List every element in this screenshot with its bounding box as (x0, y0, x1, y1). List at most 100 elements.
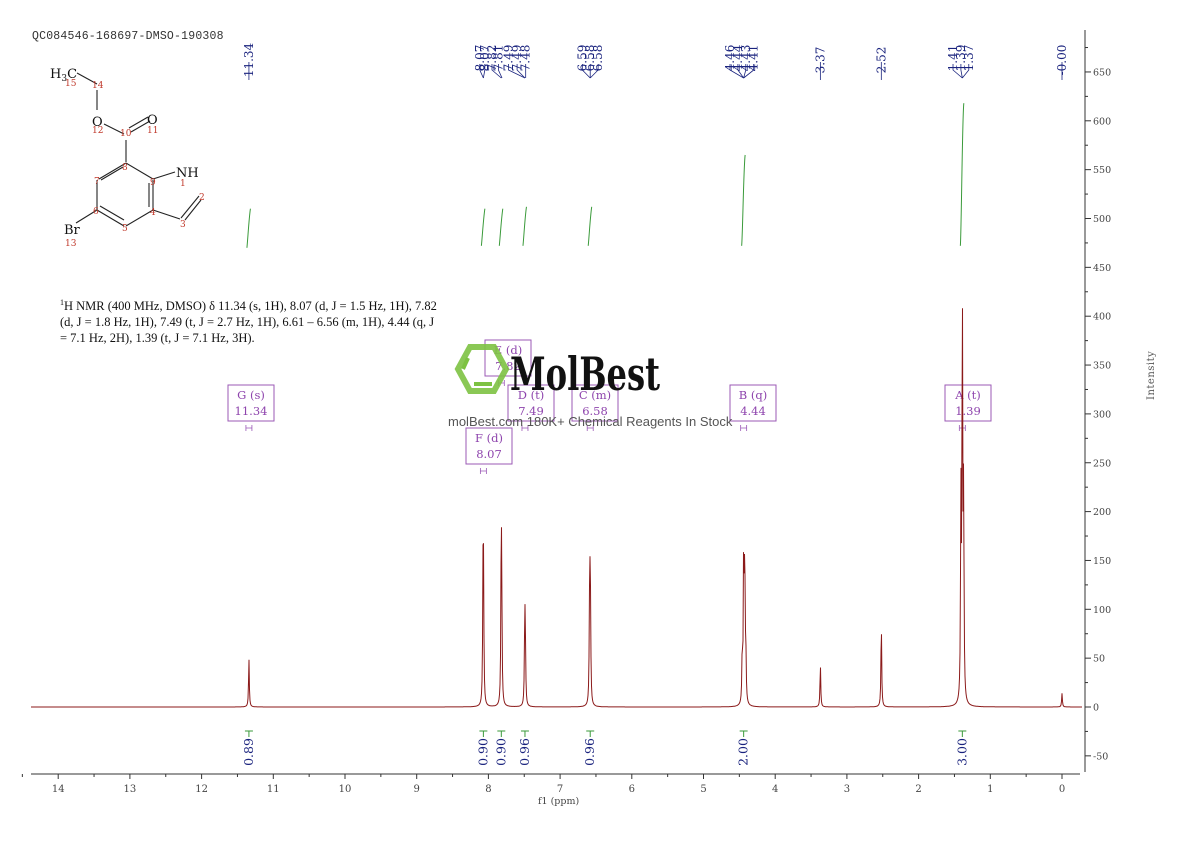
peak-shift-label: -0.00 (1055, 45, 1069, 76)
svg-text:5: 5 (122, 224, 128, 234)
multiplet-box (465, 427, 513, 465)
multiplet-shift: 11.34 (235, 404, 268, 418)
atom-nh: NH (176, 166, 199, 181)
atom-br: Br (64, 223, 81, 238)
multiplet-box (484, 339, 532, 377)
peak-shift-label: 7.49 (501, 45, 515, 72)
multiplet-box (227, 384, 275, 422)
peak-shift-label: 1.37 (962, 45, 976, 72)
x-tick-label: 5 (700, 784, 706, 795)
molbest-brand-text: MolBest (510, 347, 661, 399)
integral-curve (498, 208, 504, 246)
x-tick-label: 13 (124, 784, 137, 795)
x-tick-label: 4 (772, 784, 778, 795)
chemical-structure: H3C O O NH Br 15 14 12 10 11 8 9 1 7 2 6… (50, 67, 205, 249)
multiplet-id: A (t) (954, 388, 981, 402)
y-tick-label: 100 (1093, 605, 1111, 616)
multiplet-id: G (s) (237, 388, 265, 402)
y-tick-label: 600 (1093, 116, 1111, 127)
y-tick-label: 500 (1093, 214, 1111, 225)
y-tick-label: 450 (1093, 263, 1111, 274)
x-tick-label: 3 (844, 784, 850, 795)
svg-text:3: 3 (180, 220, 186, 230)
integral-value: 3.00 (954, 738, 969, 766)
integral-curve (959, 103, 965, 246)
integral-curve (480, 208, 486, 246)
multiplet-box (571, 384, 619, 422)
peak-shift-label: 4.46 (723, 45, 737, 72)
peak-shift-label: 1.39 (954, 45, 968, 72)
peak-shift-label: 1.41 (946, 45, 960, 72)
peak-shift-label: 8.07 (478, 45, 492, 72)
x-tick-label: 7 (557, 784, 563, 795)
multiplet-box (729, 384, 777, 422)
atom-o11: O (147, 113, 158, 128)
multiplet-shift: 8.07 (476, 447, 502, 461)
peak-shift-label: 3.37 (813, 47, 827, 74)
y-tick-label: -50 (1093, 751, 1108, 762)
peak-shift-label: 6.59 (575, 45, 589, 72)
spectrum-trace (31, 308, 1082, 708)
nmr-description-line-2: (d, J = 1.8 Hz, 1H), 7.49 (t, J = 2.7 Hz… (60, 315, 435, 330)
integral-curve (246, 208, 251, 248)
molbest-watermark: MolBest (452, 344, 672, 403)
svg-text:8: 8 (122, 163, 128, 173)
x-tick-label: 8 (485, 784, 491, 795)
peak-shift-label: 6.58 (591, 45, 605, 72)
x-tick-label: 0 (1059, 784, 1065, 795)
multiplet-box (507, 384, 555, 422)
atom-o12: O (92, 115, 103, 130)
x-tick-label: 2 (915, 784, 921, 795)
peak-shift-label: 4.41 (747, 45, 761, 72)
multiplet-id: B (q) (739, 388, 767, 402)
integral-value: 2.00 (736, 738, 751, 766)
svg-text:12: 12 (92, 126, 103, 136)
peak-shift-label: 7.82 (485, 45, 499, 72)
integral-value: 0.96 (517, 738, 532, 766)
peak-shift-label: 2.52 (874, 47, 888, 74)
peak-shift-label: 7.81 (491, 45, 505, 72)
multiplet-id: D (t) (518, 388, 544, 402)
multiplet-id: F (d) (475, 431, 503, 445)
y-axis-label: Intensity (1146, 350, 1157, 400)
peak-shift-label: 7.48 (519, 45, 533, 72)
svg-text:14: 14 (92, 81, 104, 91)
atom-h3c: H3C (50, 67, 77, 84)
x-tick-label: 12 (195, 784, 208, 795)
molbest-tagline: molBest.com 180K+ Chemical Reagents In S… (448, 414, 733, 429)
nmr-description-line-3: = 7.1 Hz, 2H), 1.39 (t, J = 7.1 Hz, 3H). (60, 331, 255, 346)
x-tick-label: 1 (987, 784, 993, 795)
peak-shift-label: 11.34 (242, 42, 256, 77)
svg-text:4: 4 (150, 208, 156, 218)
multiplet-shift: 7.49 (518, 404, 544, 418)
y-tick-label: 550 (1093, 165, 1111, 176)
peak-shift-label: 4.43 (739, 45, 753, 72)
y-tick-label: 250 (1093, 458, 1111, 469)
integral-value: 0.96 (582, 738, 597, 766)
multiplet-id: C (m) (579, 388, 611, 402)
integral-curve (522, 206, 527, 246)
integral-curve (587, 206, 593, 246)
integral-value: 0.90 (493, 738, 508, 766)
x-tick-label: 11 (267, 784, 280, 795)
svg-text:13: 13 (65, 239, 77, 249)
svg-text:1: 1 (180, 179, 186, 189)
svg-text:6: 6 (93, 207, 99, 217)
nmr-description-line-1: H NMR (400 MHz, DMSO) δ 11.34 (s, 1H), 8… (64, 299, 437, 314)
x-axis-label: f1 (ppm) (538, 796, 580, 807)
x-tick-label: 10 (339, 784, 352, 795)
peak-shift-label: 6.58 (583, 45, 597, 72)
svg-text:7: 7 (94, 177, 100, 187)
svg-text:15: 15 (65, 79, 77, 89)
svg-text:10: 10 (120, 129, 132, 139)
peak-shift-label: 7.49 (510, 45, 524, 72)
integral-value: 0.90 (475, 738, 490, 766)
multiplet-shift: 1.39 (955, 404, 981, 418)
y-tick-label: 200 (1093, 507, 1111, 518)
y-tick-label: 150 (1093, 556, 1111, 567)
x-tick-label: 6 (629, 784, 635, 795)
molbest-logo-icon: MolBest (454, 344, 661, 401)
y-tick-label: 50 (1093, 654, 1105, 665)
nmr-description: 1H NMR (400 MHz, DMSO) δ 11.34 (s, 1H), … (60, 295, 480, 346)
